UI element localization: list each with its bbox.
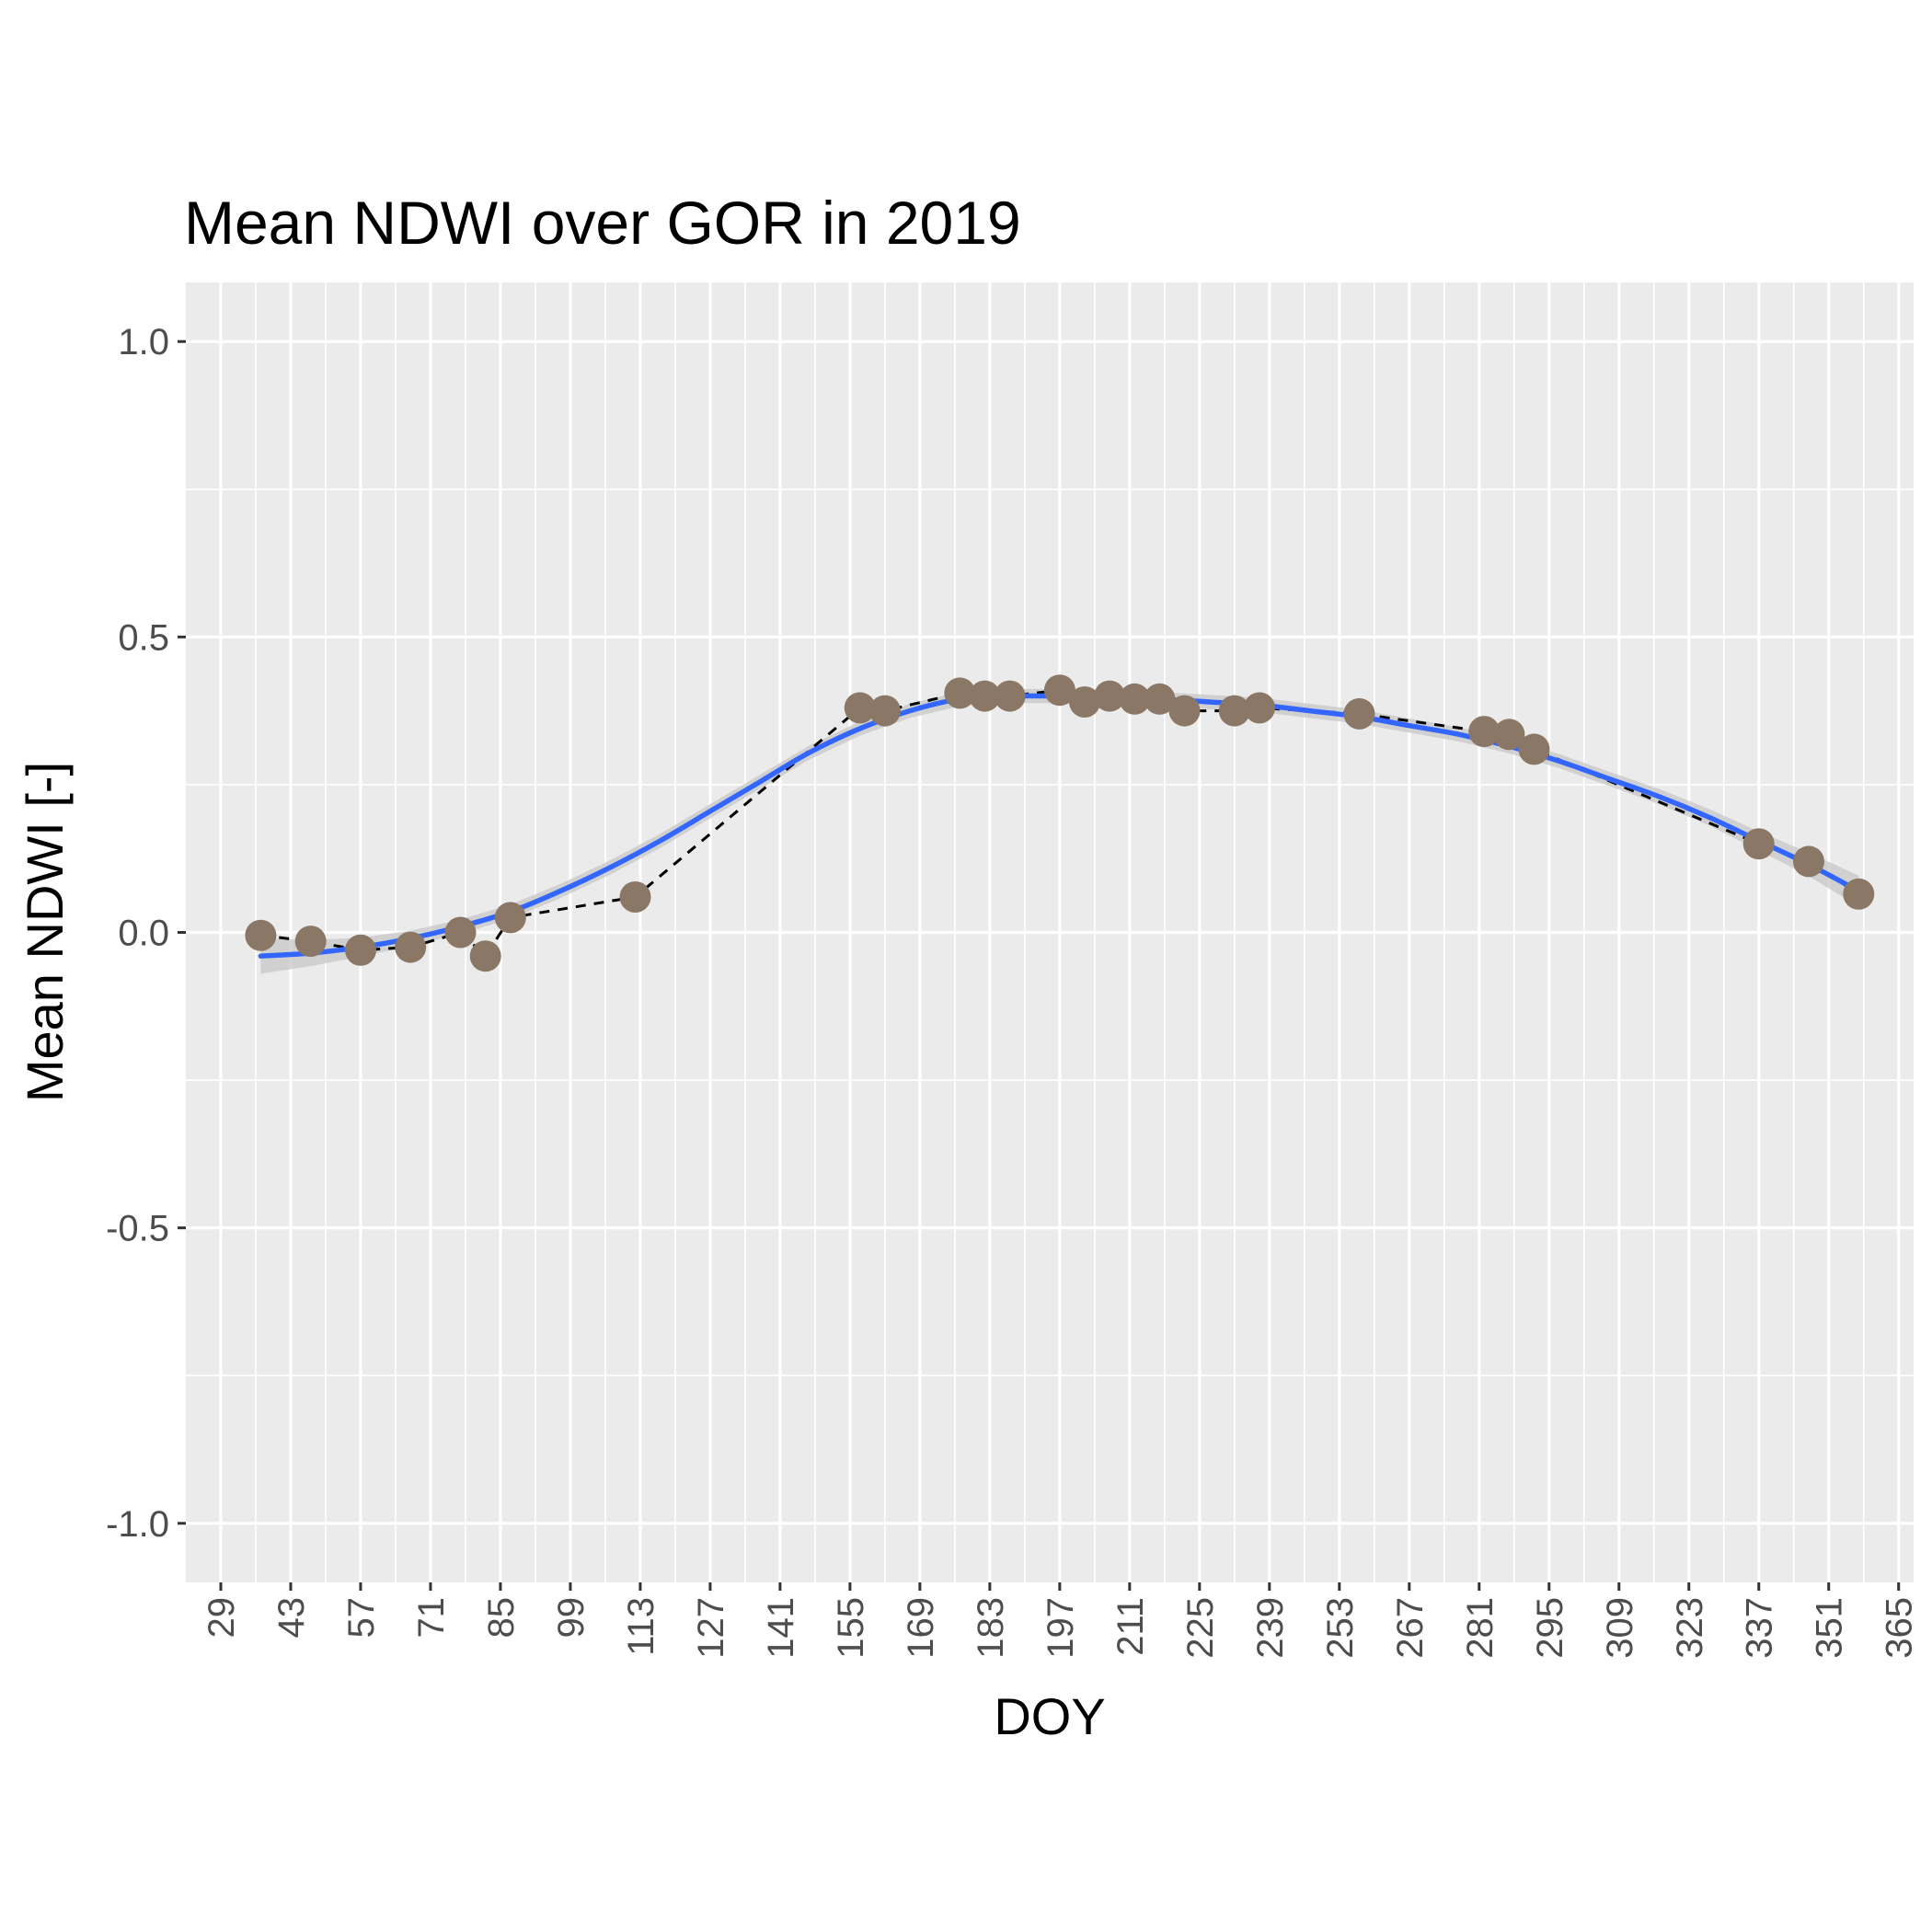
data-point: [1244, 692, 1275, 724]
x-axis: 29 43 57 71 85 99 113 127 141 155 169 183 197 211 225 2…: [201, 1582, 1920, 1659]
data-point: [1119, 683, 1151, 715]
x-tick-label: 197: [1041, 1597, 1081, 1659]
y-tick-label: -0.5: [106, 1209, 169, 1249]
data-point: [1518, 733, 1550, 765]
y-axis: -1.0 -0.5 0.0 0.5 1.0: [106, 322, 186, 1545]
x-tick-label: 239: [1250, 1597, 1291, 1659]
data-point: [1144, 683, 1176, 715]
x-tick-label: 295: [1530, 1597, 1570, 1659]
y-tick-label: 0.5: [118, 617, 169, 658]
data-point: [245, 919, 277, 951]
x-tick-label: 309: [1600, 1597, 1640, 1659]
y-tick-label: 1.0: [118, 322, 169, 362]
x-tick-label: 141: [761, 1597, 801, 1659]
data-points: [245, 674, 1875, 972]
x-tick-label: 323: [1670, 1597, 1710, 1659]
data-point: [1043, 674, 1075, 707]
x-tick-label: 155: [831, 1597, 871, 1659]
data-point: [969, 680, 1001, 712]
data-point: [395, 931, 427, 963]
x-tick-label: 169: [901, 1597, 941, 1659]
x-tick-label: 99: [551, 1597, 592, 1639]
x-tick-label: 127: [691, 1597, 731, 1659]
chart-title: Mean NDWI over GOR in 2019: [184, 189, 1021, 257]
major-gridlines: [186, 282, 1914, 1582]
data-point: [994, 680, 1026, 712]
x-tick-label: 225: [1180, 1597, 1221, 1659]
data-point: [1468, 716, 1501, 748]
data-point: [619, 881, 651, 913]
y-tick-label: -1.0: [106, 1504, 169, 1545]
y-tick-label: 0.0: [118, 914, 169, 954]
data-point: [1343, 697, 1375, 730]
data-point: [469, 940, 501, 972]
x-tick-label: 253: [1320, 1597, 1361, 1659]
data-point: [345, 934, 376, 966]
x-tick-label: 211: [1110, 1597, 1151, 1656]
data-point: [1793, 845, 1824, 878]
x-tick-label: 365: [1880, 1597, 1920, 1659]
y-axis-title: Mean NDWI [-]: [16, 762, 74, 1102]
data-point: [1493, 719, 1525, 751]
x-tick-label: 183: [971, 1597, 1011, 1659]
data-point: [494, 902, 526, 934]
data-point: [1069, 686, 1100, 718]
data-point: [1218, 695, 1250, 727]
data-point: [444, 916, 477, 949]
x-axis-title: DOY: [994, 1687, 1105, 1745]
data-point: [944, 677, 976, 709]
data-point: [1168, 695, 1201, 727]
x-tick-label: 281: [1460, 1597, 1501, 1659]
x-tick-label: 351: [1810, 1597, 1850, 1659]
data-point: [294, 926, 327, 958]
data-point: [844, 692, 876, 724]
x-tick-label: 267: [1390, 1597, 1431, 1659]
x-tick-label: 29: [201, 1597, 242, 1639]
x-tick-label: 337: [1740, 1597, 1780, 1659]
data-point: [1094, 680, 1126, 712]
x-tick-label: 113: [621, 1597, 661, 1656]
data-point: [1742, 828, 1775, 860]
x-tick-label: 43: [271, 1597, 312, 1639]
x-tick-label: 85: [481, 1597, 522, 1639]
data-point: [868, 695, 901, 727]
x-tick-label: 71: [411, 1597, 452, 1639]
x-tick-label: 57: [341, 1597, 382, 1639]
data-point: [1843, 878, 1875, 910]
